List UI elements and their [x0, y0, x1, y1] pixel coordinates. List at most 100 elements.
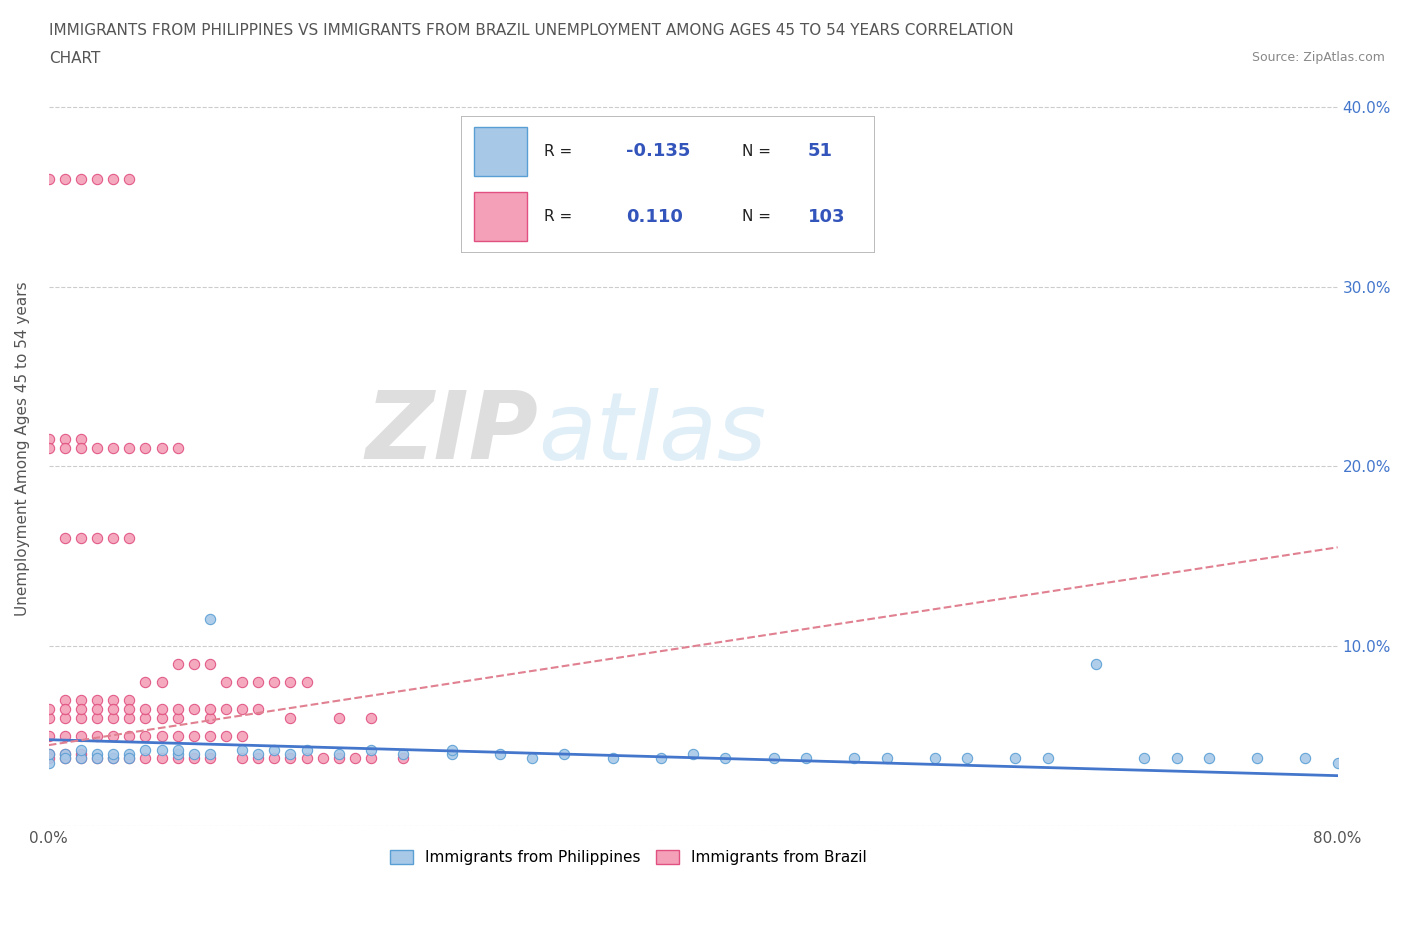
Point — [70, 432, 93, 446]
Point — [70, 751, 93, 765]
Point — [86, 751, 108, 765]
Point — [166, 702, 188, 717]
Point — [166, 751, 188, 765]
Point — [956, 751, 979, 765]
Point — [103, 441, 125, 456]
Point — [489, 747, 512, 762]
Point — [328, 711, 350, 725]
Point — [70, 747, 93, 762]
Point — [280, 751, 302, 765]
Point — [1084, 657, 1107, 671]
Point — [650, 751, 672, 765]
Point — [134, 675, 156, 690]
Point — [118, 171, 141, 186]
Point — [53, 432, 76, 446]
Point — [86, 693, 108, 708]
Point — [70, 729, 93, 744]
Point — [86, 729, 108, 744]
Point — [38, 702, 60, 717]
Legend: Immigrants from Philippines, Immigrants from Brazil: Immigrants from Philippines, Immigrants … — [384, 844, 873, 871]
Point — [762, 751, 785, 765]
Point — [118, 751, 141, 765]
Point — [118, 711, 141, 725]
Point — [38, 171, 60, 186]
Point — [392, 751, 415, 765]
Point — [166, 657, 188, 671]
Text: atlas: atlas — [538, 388, 766, 479]
Point — [1036, 751, 1059, 765]
Point — [134, 702, 156, 717]
Point — [280, 675, 302, 690]
Point — [86, 711, 108, 725]
Point — [150, 743, 173, 758]
Point — [134, 711, 156, 725]
Point — [86, 747, 108, 762]
Point — [183, 702, 205, 717]
Point — [682, 747, 704, 762]
Point — [134, 441, 156, 456]
Point — [166, 711, 188, 725]
Point — [118, 693, 141, 708]
Point — [602, 751, 624, 765]
Point — [1294, 751, 1316, 765]
Text: IMMIGRANTS FROM PHILIPPINES VS IMMIGRANTS FROM BRAZIL UNEMPLOYMENT AMONG AGES 45: IMMIGRANTS FROM PHILIPPINES VS IMMIGRANT… — [49, 23, 1014, 38]
Point — [440, 747, 463, 762]
Point — [53, 531, 76, 546]
Point — [166, 743, 188, 758]
Point — [86, 441, 108, 456]
Point — [360, 743, 382, 758]
Point — [103, 751, 125, 765]
Point — [1326, 756, 1348, 771]
Point — [103, 747, 125, 762]
Text: CHART: CHART — [49, 51, 101, 66]
Point — [150, 675, 173, 690]
Point — [118, 531, 141, 546]
Point — [295, 743, 318, 758]
Point — [198, 729, 221, 744]
Text: ZIP: ZIP — [366, 387, 538, 479]
Point — [70, 693, 93, 708]
Point — [53, 171, 76, 186]
Point — [150, 441, 173, 456]
Point — [166, 441, 188, 456]
Point — [360, 751, 382, 765]
Point — [103, 171, 125, 186]
Point — [183, 729, 205, 744]
Point — [118, 702, 141, 717]
Point — [53, 729, 76, 744]
Point — [103, 702, 125, 717]
Point — [38, 729, 60, 744]
Point — [38, 432, 60, 446]
Point — [53, 747, 76, 762]
Point — [183, 751, 205, 765]
Point — [343, 751, 366, 765]
Point — [280, 711, 302, 725]
Point — [280, 747, 302, 762]
Point — [103, 711, 125, 725]
Point — [328, 747, 350, 762]
Text: Source: ZipAtlas.com: Source: ZipAtlas.com — [1251, 51, 1385, 64]
Point — [53, 747, 76, 762]
Point — [150, 702, 173, 717]
Point — [198, 751, 221, 765]
Point — [38, 441, 60, 456]
Point — [118, 441, 141, 456]
Point — [183, 657, 205, 671]
Point — [520, 751, 543, 765]
Point — [360, 711, 382, 725]
Point — [86, 702, 108, 717]
Point — [844, 751, 866, 765]
Point — [38, 747, 60, 762]
Point — [38, 756, 60, 771]
Point — [70, 751, 93, 765]
Point — [198, 657, 221, 671]
Point — [118, 729, 141, 744]
Point — [392, 747, 415, 762]
Point — [1246, 751, 1268, 765]
Point — [166, 747, 188, 762]
Point — [70, 441, 93, 456]
Point — [263, 675, 285, 690]
Point — [198, 612, 221, 627]
Point — [247, 751, 270, 765]
Point — [231, 729, 253, 744]
